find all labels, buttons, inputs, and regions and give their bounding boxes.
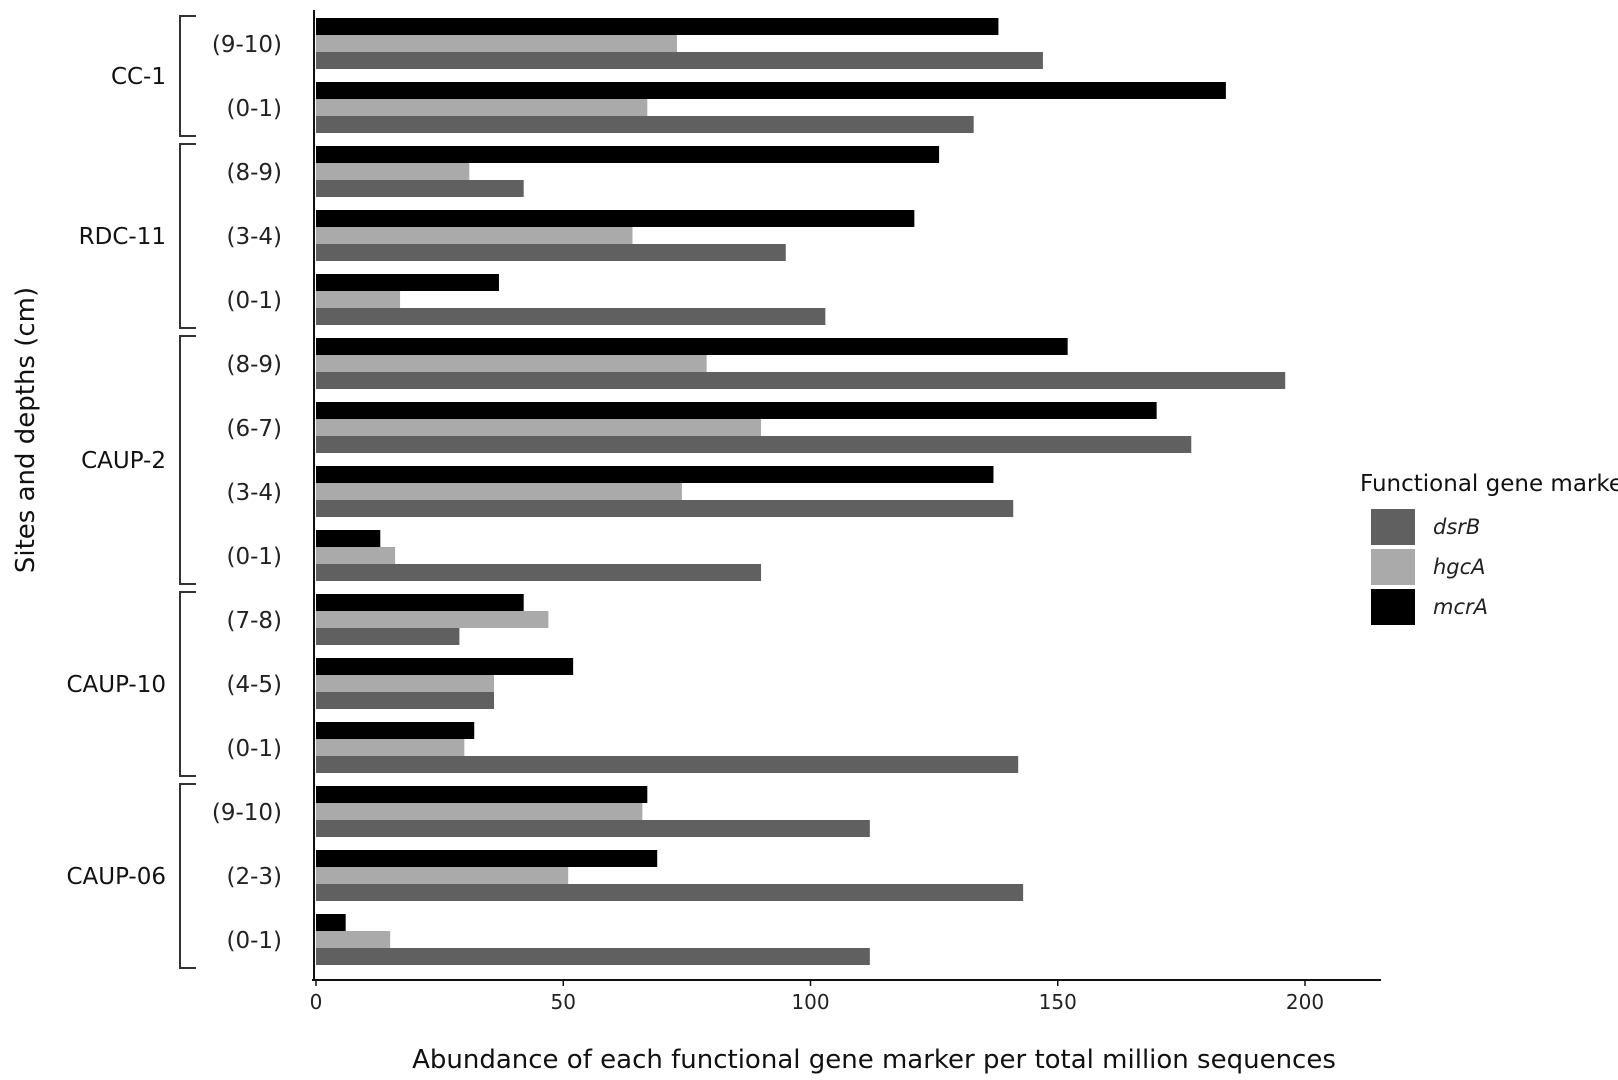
bar-hgcA-CAUP-06-(9-10) <box>316 803 643 820</box>
bar-dsrB-CAUP-2-(6-7) <box>316 436 1192 453</box>
bar-hgcA-CAUP-10-(0-1) <box>316 739 465 756</box>
row-label: (8-9) <box>226 160 282 186</box>
site-bracket <box>179 591 196 777</box>
bar-hgcA-RDC-11-(0-1) <box>316 291 401 308</box>
row-label: (6-7) <box>226 416 282 442</box>
site-label: CAUP-06 <box>66 864 166 890</box>
bar-mcrA-CAUP-06-(0-1) <box>316 914 346 931</box>
x-axis-title: Abundance of each functional gene marker… <box>412 1045 1336 1075</box>
bar-hgcA-CAUP-10-(4-5) <box>316 675 495 692</box>
bar-dsrB-RDC-11-(3-4) <box>316 244 786 261</box>
axes <box>312 10 1381 981</box>
bar-dsrB-CAUP-10-(4-5) <box>316 692 495 709</box>
site-bracket <box>179 783 196 969</box>
row-label: (7-8) <box>226 608 282 634</box>
bar-dsrB-CAUP-06-(9-10) <box>316 820 870 837</box>
row-label: (0-1) <box>226 928 282 954</box>
bar-dsrB-CC-1-(9-10) <box>316 52 1043 69</box>
x-tick-label: 200 <box>1286 990 1324 1014</box>
bar-mcrA-RDC-11-(0-1) <box>316 274 499 291</box>
bar-hgcA-RDC-11-(3-4) <box>316 227 633 244</box>
y-axis-title: Sites and depths (cm) <box>11 287 41 573</box>
x-tick-label: 150 <box>1039 990 1077 1014</box>
bar-mcrA-CAUP-2-(3-4) <box>316 466 994 483</box>
bar-hgcA-CAUP-06-(2-3) <box>316 867 569 884</box>
bar-dsrB-RDC-11-(8-9) <box>316 180 524 197</box>
row-labels: (9-10) (0-1) CC-1 (8-9) (3-4) (0-1) RDC-11 (8-9… <box>66 32 282 954</box>
bar-dsrB-CAUP-06-(2-3) <box>316 884 1024 901</box>
site-label: RDC-11 <box>79 224 166 250</box>
legend-label-mcrA: mcrA <box>1433 595 1488 619</box>
bar-dsrB-CC-1-(0-1) <box>316 116 974 133</box>
legend-swatch-mcrA <box>1371 589 1415 625</box>
bar-mcrA-CC-1-(0-1) <box>316 82 1226 99</box>
bar-dsrB-CAUP-10-(0-1) <box>316 756 1019 773</box>
bar-mcrA-CAUP-10-(4-5) <box>316 658 574 675</box>
site-bracket <box>179 143 196 329</box>
row-label: (0-1) <box>226 736 282 762</box>
row-label: (9-10) <box>212 800 282 826</box>
bar-mcrA-CAUP-2-(6-7) <box>316 402 1157 419</box>
bars-layer <box>316 18 1286 965</box>
bar-hgcA-CAUP-2-(8-9) <box>316 355 707 372</box>
bar-mcrA-CAUP-2-(0-1) <box>316 530 381 547</box>
bar-mcrA-CAUP-2-(8-9) <box>316 338 1068 355</box>
legend: Functional gene marker dsrB hgcA mcrA <box>1360 471 1618 625</box>
bar-mcrA-CAUP-06-(2-3) <box>316 850 658 867</box>
site-label: CC-1 <box>111 64 166 90</box>
row-label: (0-1) <box>226 544 282 570</box>
legend-title: Functional gene marker <box>1360 471 1618 497</box>
bar-hgcA-CC-1-(9-10) <box>316 35 677 52</box>
row-label: (2-3) <box>226 864 282 890</box>
bar-hgcA-CAUP-2-(0-1) <box>316 547 396 564</box>
bar-dsrB-CAUP-06-(0-1) <box>316 948 870 965</box>
bar-hgcA-CAUP-2-(3-4) <box>316 483 682 500</box>
x-tick-label: 0 <box>310 990 323 1014</box>
bar-hgcA-CAUP-2-(6-7) <box>316 419 762 436</box>
bar-mcrA-CAUP-10-(7-8) <box>316 594 524 611</box>
row-label: (4-5) <box>226 672 282 698</box>
site-brackets <box>179 15 196 969</box>
bar-dsrB-CAUP-10-(7-8) <box>316 628 460 645</box>
bar-hgcA-CAUP-10-(7-8) <box>316 611 549 628</box>
bar-mcrA-CC-1-(9-10) <box>316 18 999 35</box>
bar-mcrA-CAUP-10-(0-1) <box>316 722 475 739</box>
bar-dsrB-CAUP-2-(3-4) <box>316 500 1014 517</box>
row-label: (8-9) <box>226 352 282 378</box>
site-label: CAUP-10 <box>66 672 166 698</box>
legend-swatch-hgcA <box>1371 549 1415 585</box>
row-label: (0-1) <box>226 288 282 314</box>
bar-hgcA-CAUP-06-(0-1) <box>316 931 391 948</box>
legend-label-hgcA: hgcA <box>1433 555 1486 579</box>
bar-mcrA-RDC-11-(3-4) <box>316 210 915 227</box>
site-bracket <box>179 15 196 137</box>
bar-hgcA-RDC-11-(8-9) <box>316 163 470 180</box>
legend-label-dsrB: dsrB <box>1433 515 1480 539</box>
legend-swatch-dsrB <box>1371 509 1415 545</box>
x-ticks: 0 50 100 150 200 <box>310 980 1324 1014</box>
row-label: (3-4) <box>226 480 282 506</box>
row-label: (0-1) <box>226 96 282 122</box>
bar-mcrA-RDC-11-(8-9) <box>316 146 940 163</box>
x-tick-label: 100 <box>791 990 829 1014</box>
row-label: (9-10) <box>212 32 282 58</box>
bar-dsrB-RDC-11-(0-1) <box>316 308 826 325</box>
site-bracket <box>179 335 196 585</box>
bar-mcrA-CAUP-06-(9-10) <box>316 786 648 803</box>
x-tick-label: 50 <box>551 990 576 1014</box>
row-label: (3-4) <box>226 224 282 250</box>
bar-dsrB-CAUP-2-(8-9) <box>316 372 1286 389</box>
bar-hgcA-CC-1-(0-1) <box>316 99 648 116</box>
bar-dsrB-CAUP-2-(0-1) <box>316 564 762 581</box>
site-label: CAUP-2 <box>81 448 166 474</box>
